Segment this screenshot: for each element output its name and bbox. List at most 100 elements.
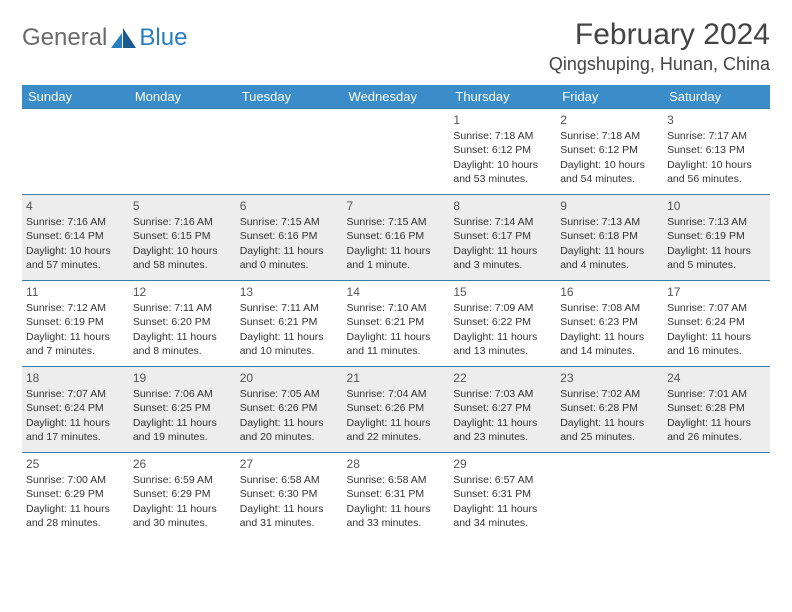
day-info-line: Daylight: 11 hours (347, 502, 446, 516)
day-info-line: Daylight: 11 hours (453, 244, 552, 258)
day-number: 22 (453, 370, 552, 386)
day-number: 23 (560, 370, 659, 386)
day-info-line: Daylight: 11 hours (667, 416, 766, 430)
day-info-line: Sunrise: 7:08 AM (560, 301, 659, 315)
day-info-line: and 16 minutes. (667, 344, 766, 358)
day-number: 18 (26, 370, 125, 386)
day-info-line: Sunset: 6:26 PM (240, 401, 339, 415)
calendar-day-cell: 20Sunrise: 7:05 AMSunset: 6:26 PMDayligh… (236, 367, 343, 453)
day-number: 27 (240, 456, 339, 472)
day-info-line: Sunrise: 7:15 AM (240, 215, 339, 229)
day-info-line: Sunset: 6:15 PM (133, 229, 232, 243)
logo-text-general: General (22, 24, 107, 52)
day-number: 11 (26, 284, 125, 300)
calendar-day-cell: 9Sunrise: 7:13 AMSunset: 6:18 PMDaylight… (556, 195, 663, 281)
day-number: 26 (133, 456, 232, 472)
day-info-line: Sunset: 6:28 PM (560, 401, 659, 415)
day-info-line: Sunset: 6:17 PM (453, 229, 552, 243)
day-info-line: Sunrise: 7:11 AM (133, 301, 232, 315)
day-info-line: and 58 minutes. (133, 258, 232, 272)
day-info-line: and 17 minutes. (26, 430, 125, 444)
calendar-day-cell (236, 109, 343, 195)
day-number: 1 (453, 112, 552, 128)
day-info-line: Sunrise: 7:16 AM (26, 215, 125, 229)
day-info-line: Sunset: 6:30 PM (240, 487, 339, 501)
day-info-line: Sunrise: 7:01 AM (667, 387, 766, 401)
calendar-day-cell: 27Sunrise: 6:58 AMSunset: 6:30 PMDayligh… (236, 453, 343, 539)
weekday-header-row: Sunday Monday Tuesday Wednesday Thursday… (22, 85, 770, 109)
calendar-day-cell: 12Sunrise: 7:11 AMSunset: 6:20 PMDayligh… (129, 281, 236, 367)
calendar-day-cell: 11Sunrise: 7:12 AMSunset: 6:19 PMDayligh… (22, 281, 129, 367)
day-number: 6 (240, 198, 339, 214)
day-info-line: Sunrise: 7:04 AM (347, 387, 446, 401)
day-info-line: and 4 minutes. (560, 258, 659, 272)
weekday-header: Sunday (22, 85, 129, 109)
day-info-line: Daylight: 11 hours (560, 330, 659, 344)
day-info-line: Daylight: 10 hours (560, 158, 659, 172)
weekday-header: Saturday (663, 85, 770, 109)
calendar-day-cell: 29Sunrise: 6:57 AMSunset: 6:31 PMDayligh… (449, 453, 556, 539)
calendar-day-cell (556, 453, 663, 539)
day-number: 20 (240, 370, 339, 386)
day-info-line: and 31 minutes. (240, 516, 339, 530)
page-header: General Blue February 2024 Qingshuping, … (22, 18, 770, 75)
day-info-line: Sunrise: 7:13 AM (667, 215, 766, 229)
calendar-day-cell: 7Sunrise: 7:15 AMSunset: 6:16 PMDaylight… (343, 195, 450, 281)
day-info-line: Daylight: 11 hours (133, 502, 232, 516)
day-number: 25 (26, 456, 125, 472)
day-info-line: and 20 minutes. (240, 430, 339, 444)
day-info-line: and 11 minutes. (347, 344, 446, 358)
day-info-line: and 14 minutes. (560, 344, 659, 358)
calendar-week-row: 1Sunrise: 7:18 AMSunset: 6:12 PMDaylight… (22, 109, 770, 195)
day-info-line: Sunrise: 7:10 AM (347, 301, 446, 315)
day-info-line: Daylight: 10 hours (26, 244, 125, 258)
day-info-line: Daylight: 11 hours (240, 416, 339, 430)
day-info-line: Daylight: 11 hours (240, 330, 339, 344)
weekday-header: Thursday (449, 85, 556, 109)
calendar-day-cell: 10Sunrise: 7:13 AMSunset: 6:19 PMDayligh… (663, 195, 770, 281)
day-info-line: and 19 minutes. (133, 430, 232, 444)
day-number: 24 (667, 370, 766, 386)
day-info-line: Sunrise: 7:17 AM (667, 129, 766, 143)
day-info-line: Sunset: 6:28 PM (667, 401, 766, 415)
day-number: 8 (453, 198, 552, 214)
calendar-day-cell: 4Sunrise: 7:16 AMSunset: 6:14 PMDaylight… (22, 195, 129, 281)
calendar-day-cell (129, 109, 236, 195)
day-info-line: and 34 minutes. (453, 516, 552, 530)
day-info-line: and 53 minutes. (453, 172, 552, 186)
day-number: 14 (347, 284, 446, 300)
day-info-line: Sunset: 6:22 PM (453, 315, 552, 329)
calendar-day-cell: 2Sunrise: 7:18 AMSunset: 6:12 PMDaylight… (556, 109, 663, 195)
location: Qingshuping, Hunan, China (549, 54, 770, 75)
day-number: 19 (133, 370, 232, 386)
logo-text-blue: Blue (139, 24, 187, 52)
calendar-day-cell: 24Sunrise: 7:01 AMSunset: 6:28 PMDayligh… (663, 367, 770, 453)
day-info-line: and 10 minutes. (240, 344, 339, 358)
calendar-table: Sunday Monday Tuesday Wednesday Thursday… (22, 85, 770, 539)
weekday-header: Monday (129, 85, 236, 109)
day-info-line: Sunset: 6:31 PM (453, 487, 552, 501)
day-info-line: Sunset: 6:20 PM (133, 315, 232, 329)
day-info-line: Daylight: 11 hours (347, 330, 446, 344)
day-info-line: Daylight: 11 hours (667, 244, 766, 258)
day-info-line: and 8 minutes. (133, 344, 232, 358)
day-info-line: Daylight: 10 hours (453, 158, 552, 172)
day-info-line: Sunset: 6:16 PM (240, 229, 339, 243)
day-number: 10 (667, 198, 766, 214)
day-info-line: Sunrise: 7:07 AM (667, 301, 766, 315)
day-number: 21 (347, 370, 446, 386)
day-info-line: Daylight: 11 hours (347, 244, 446, 258)
day-number: 17 (667, 284, 766, 300)
calendar-day-cell: 6Sunrise: 7:15 AMSunset: 6:16 PMDaylight… (236, 195, 343, 281)
day-info-line: and 22 minutes. (347, 430, 446, 444)
day-info-line: Sunset: 6:27 PM (453, 401, 552, 415)
day-info-line: Sunrise: 7:06 AM (133, 387, 232, 401)
calendar-day-cell: 17Sunrise: 7:07 AMSunset: 6:24 PMDayligh… (663, 281, 770, 367)
day-info-line: Sunrise: 7:12 AM (26, 301, 125, 315)
day-info-line: Sunrise: 7:13 AM (560, 215, 659, 229)
day-info-line: Daylight: 11 hours (26, 416, 125, 430)
month-title: February 2024 (549, 18, 770, 52)
calendar-week-row: 25Sunrise: 7:00 AMSunset: 6:29 PMDayligh… (22, 453, 770, 539)
day-info-line: Daylight: 11 hours (560, 244, 659, 258)
day-number: 13 (240, 284, 339, 300)
